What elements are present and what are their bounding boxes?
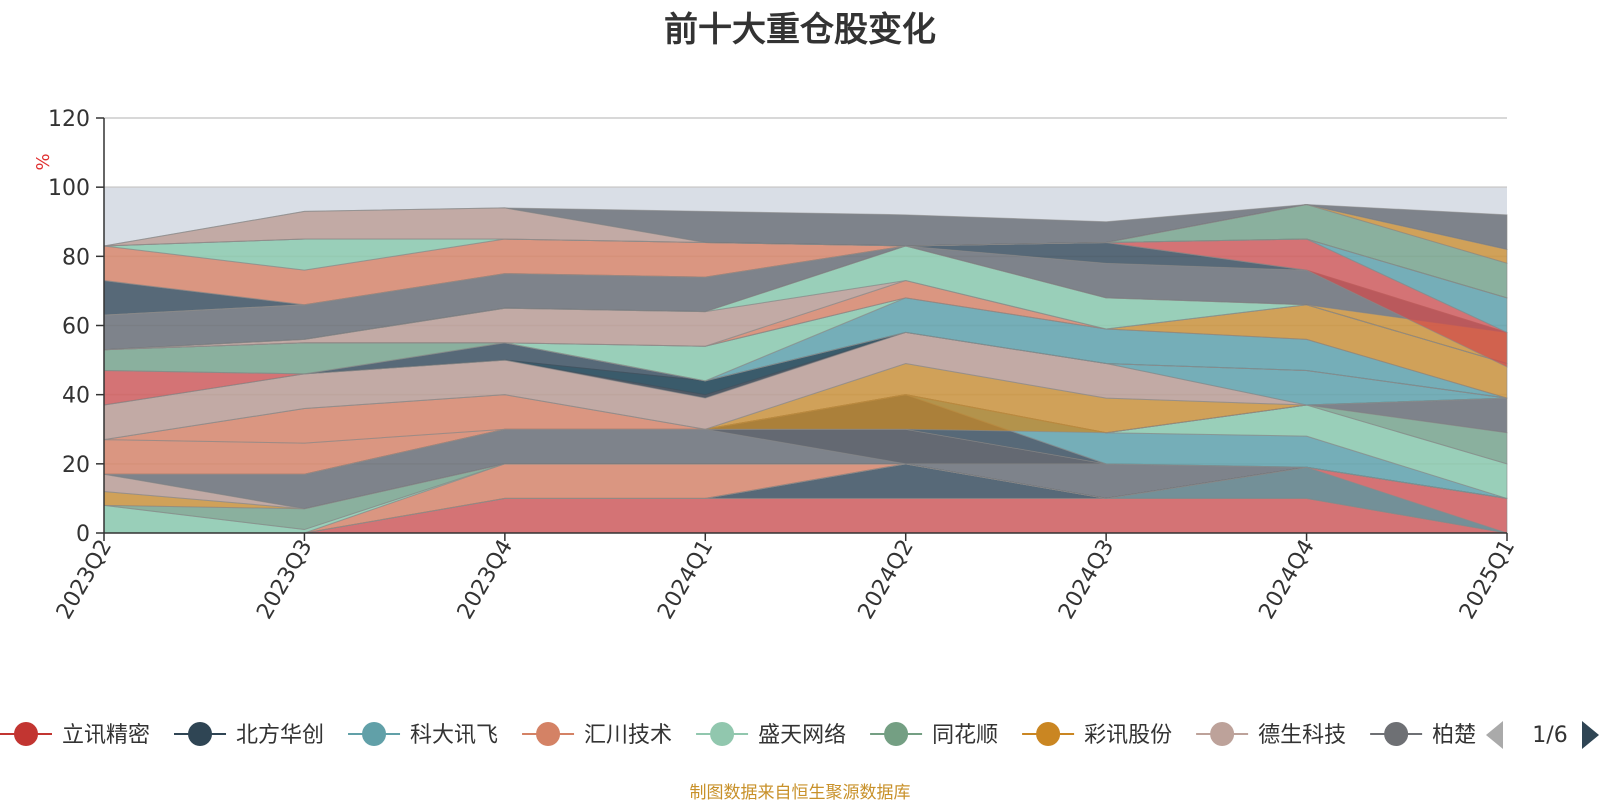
chart-title: 前十大重仓股变化: [664, 10, 936, 50]
legend-marker: [188, 722, 213, 746]
legend-label: 盛天网络: [758, 723, 846, 748]
legend-marker: [536, 722, 561, 746]
legend-item-7[interactable]: 德生科技: [1196, 722, 1346, 748]
legend-prev-icon[interactable]: [1486, 721, 1503, 749]
legend-label: 北方华创: [236, 723, 324, 748]
legend-item-6[interactable]: 彩讯股份: [1022, 722, 1172, 748]
area-layer-41: [103, 203, 1508, 251]
x-tick-label: 2024Q4: [1254, 536, 1319, 624]
legend-marker: [1210, 722, 1235, 746]
legend-label: 德生科技: [1258, 723, 1346, 748]
y-tick-label: 40: [62, 384, 90, 409]
legend-label: 柏楚: [1432, 723, 1476, 748]
legend-item-2[interactable]: 科大讯飞: [348, 722, 498, 748]
legend-item-4[interactable]: 盛天网络: [696, 722, 846, 748]
x-tick-label: 2023Q3: [252, 536, 317, 624]
legend-item-3[interactable]: 汇川技术: [522, 722, 672, 748]
legend-label: 同花顺: [932, 723, 998, 748]
x-tick-label: 2023Q2: [52, 536, 117, 624]
legend-label: 立讯精密: [62, 723, 150, 748]
y-tick-label: 60: [62, 315, 90, 340]
legend-marker: [1384, 722, 1409, 746]
data-source-note: 制图数据来自恒生聚源数据库: [689, 783, 911, 803]
x-tick-label: 2024Q2: [854, 536, 919, 624]
legend-marker: [14, 722, 38, 746]
legend-label: 汇川技术: [584, 723, 672, 748]
y-tick-label: 80: [62, 245, 90, 270]
legend-marker: [884, 722, 909, 746]
y-axis-label: %: [33, 153, 54, 170]
y-tick-label: 120: [48, 107, 90, 132]
y-tick-label: 100: [48, 176, 90, 201]
legend-label: 彩讯股份: [1084, 723, 1172, 748]
legend-item-1[interactable]: 北方华创: [174, 722, 324, 748]
legend-item-5[interactable]: 同花顺: [870, 722, 998, 748]
x-tick-label: 2025Q1: [1455, 536, 1520, 624]
y-tick-label: 20: [62, 453, 90, 478]
x-tick-label: 2024Q1: [653, 536, 718, 624]
legend-marker: [1036, 722, 1061, 746]
y-tick-label: 0: [76, 522, 90, 547]
legend-marker: [362, 722, 387, 746]
legend-item-0[interactable]: 立讯精密: [0, 722, 150, 748]
legend-page-indicator: 1/6: [1532, 723, 1567, 748]
legend-label: 科大讯飞: [410, 723, 498, 748]
x-tick-label: 2023Q4: [453, 536, 518, 624]
legend-item-8[interactable]: 柏楚: [1370, 722, 1476, 748]
legend-marker: [710, 722, 735, 746]
x-tick-label: 2024Q3: [1054, 536, 1119, 624]
legend-next-icon[interactable]: [1582, 721, 1599, 749]
